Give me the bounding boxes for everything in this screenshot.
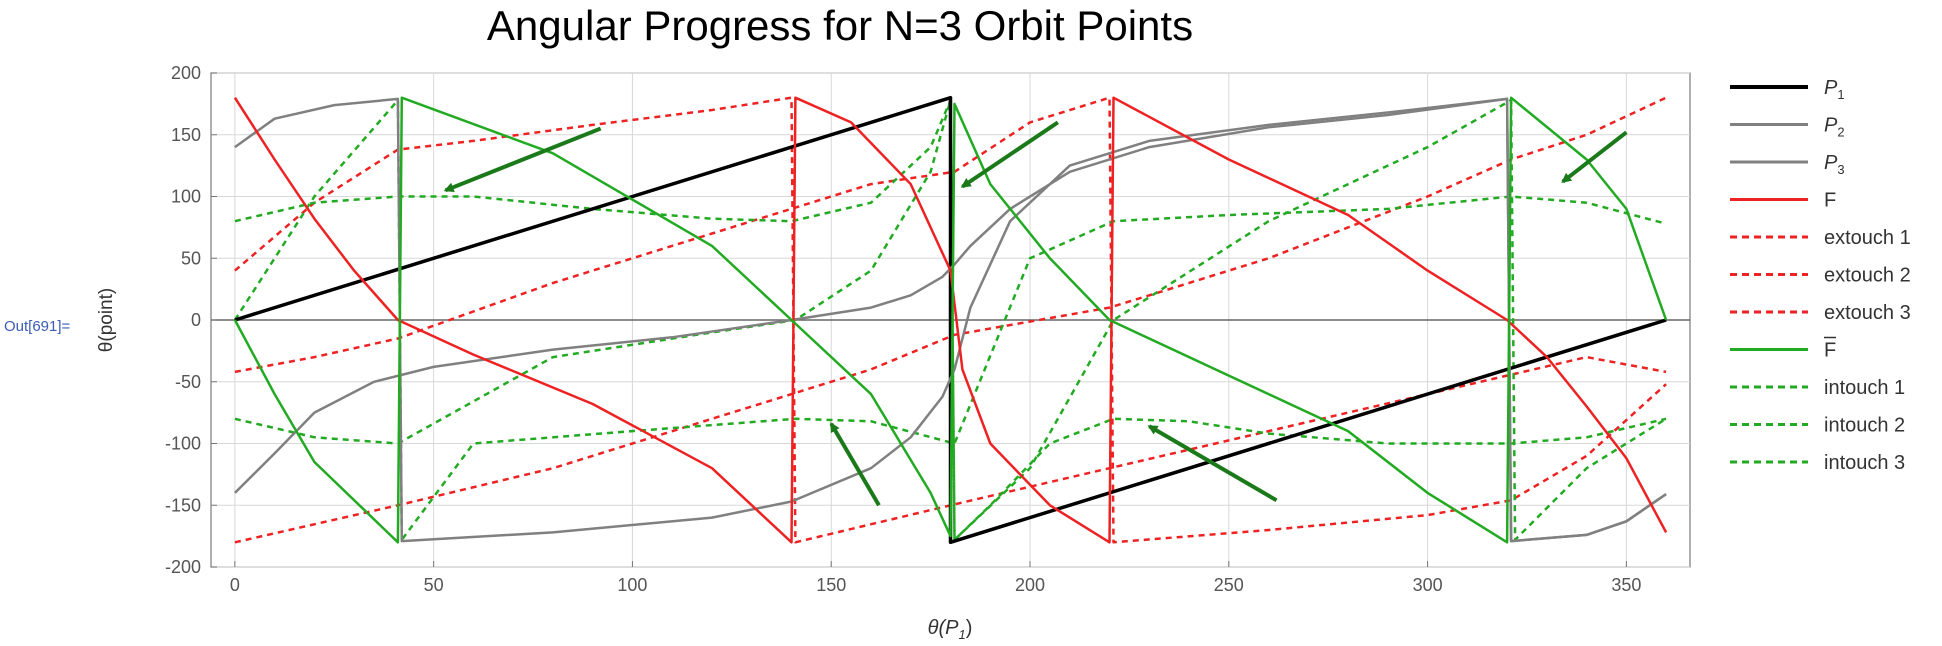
legend-label: extouch 2 [1824, 265, 1911, 287]
x-axis-label-close: ) [966, 617, 973, 639]
annotations [443, 120, 1628, 507]
x-tick-label: 250 [1214, 575, 1244, 595]
y-tick-label: 100 [171, 187, 201, 207]
x-tick-label: 50 [424, 575, 444, 595]
x-axis-label-sub: 1 [958, 627, 965, 642]
output-cell-label: Out[691]= [4, 318, 71, 335]
y-tick-label: -100 [165, 434, 201, 454]
y-tick-label: -50 [175, 372, 201, 392]
legend-label: F [1824, 190, 1836, 212]
x-axis-label-main: θ(P [928, 617, 960, 639]
x-tick-label: 350 [1611, 575, 1641, 595]
annotation-arrow-5 [1147, 424, 1278, 503]
y-tick-label: -150 [165, 495, 201, 515]
x-tick-label: 300 [1413, 575, 1443, 595]
y-axis-label: θ(point) [96, 288, 117, 352]
annotation-arrow-1 [443, 126, 602, 193]
series-line-f̄ [233, 96, 1668, 544]
x-tick-label: 150 [816, 575, 846, 595]
annotation-arrow-3 [1561, 130, 1628, 184]
y-axis-label-text: θ(point) [96, 288, 117, 352]
series-line-p3 [234, 97, 1667, 543]
legend-label: P2 [1824, 115, 1845, 140]
legend-label: P1 [1824, 77, 1845, 102]
series-group [233, 95, 1668, 545]
series-line-intouch-3 [234, 98, 1667, 542]
series-line-extouch-3 [234, 96, 1667, 544]
series-line-f [233, 96, 1668, 544]
x-tick-label: 0 [230, 575, 240, 595]
series-line-p1 [234, 95, 1667, 545]
annotation-arrow-4 [829, 422, 881, 507]
series-line-extouch-2 [234, 96, 1667, 544]
y-tick-label: -200 [165, 557, 201, 577]
legend-label: intouch 2 [1824, 415, 1905, 437]
y-tick-label: 200 [171, 63, 201, 83]
svg-text:θ(P1): θ(P1) [928, 617, 973, 642]
annotation-arrow-2 [960, 120, 1059, 189]
legend-label: extouch 1 [1824, 227, 1911, 249]
legend-label: F [1824, 340, 1836, 362]
legend-label: extouch 3 [1824, 302, 1911, 324]
y-tick-label: 0 [191, 310, 201, 330]
legend-label: intouch 1 [1824, 377, 1905, 399]
legend-label: P3 [1824, 152, 1845, 177]
chart-title: Angular Progress for N=3 Orbit Points [486, 2, 1194, 49]
y-tick-label: 50 [181, 248, 201, 268]
legend-label: intouch 3 [1824, 452, 1905, 474]
x-tick-label: 200 [1015, 575, 1045, 595]
x-tick-label: 100 [617, 575, 647, 595]
y-tick-label: 150 [171, 125, 201, 145]
x-axis-label: θ(P1) [928, 617, 973, 642]
